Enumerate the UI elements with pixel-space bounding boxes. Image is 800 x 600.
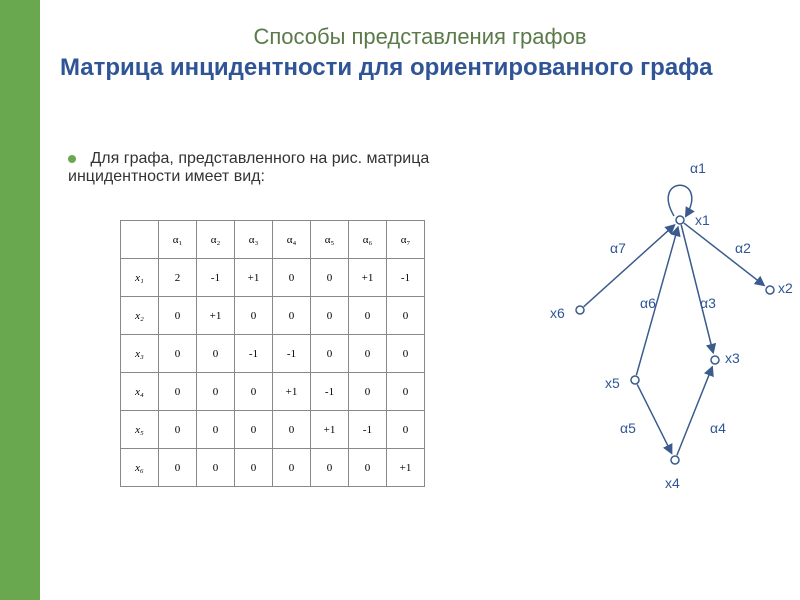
supertitle: Способы представления графов [60,24,780,50]
edge-a5 [637,384,671,452]
row-label: x₂ [121,297,159,335]
cell: 0 [273,297,311,335]
cell: 0 [349,449,387,487]
node-x3 [711,356,719,364]
graph-label: α6 [640,295,656,311]
cell: 0 [349,373,387,411]
cell: 0 [387,373,425,411]
edge-a4 [677,367,712,455]
table-row: x₂ 0 +1 0 0 0 0 0 [121,297,425,335]
cell: 0 [387,411,425,449]
graph-label: α1 [690,160,706,176]
col-label: α₁ [159,221,197,259]
cell: 0 [235,373,273,411]
cell: +1 [349,259,387,297]
table-row: x₄ 0 0 0 +1 -1 0 0 [121,373,425,411]
cell: 2 [159,259,197,297]
cell: 0 [311,449,349,487]
left-accent-bar [0,0,40,600]
cell: +1 [387,449,425,487]
row-label: x₄ [121,373,159,411]
table-row: x₅ 0 0 0 0 +1 -1 0 [121,411,425,449]
cell: -1 [311,373,349,411]
graph-label: x4 [665,475,680,491]
cell: 0 [159,373,197,411]
col-label: α₆ [349,221,387,259]
title: Матрица инцидентности для ориентированно… [60,54,780,83]
bullet: Для графа, представленного на рис. матри… [68,150,528,186]
node-x6 [576,306,584,314]
cell: 0 [311,297,349,335]
row-label: x₆ [121,449,159,487]
row-label: x₃ [121,335,159,373]
cell: 0 [273,259,311,297]
graph-svg [530,150,800,510]
graph-label: α2 [735,240,751,256]
node-x5 [631,376,639,384]
node-x4 [671,456,679,464]
graph-label: x3 [725,350,740,366]
graph-label: x5 [605,375,620,391]
col-label: α₅ [311,221,349,259]
node-x1 [676,216,684,224]
graph-label: α7 [610,240,626,256]
cell: 0 [159,297,197,335]
cell: 0 [159,411,197,449]
graph-label: x6 [550,305,565,321]
cell: +1 [311,411,349,449]
cell: 0 [235,297,273,335]
cell: 0 [273,449,311,487]
matrix-corner [121,221,159,259]
row-label: x₅ [121,411,159,449]
node-x2 [766,286,774,294]
cell: +1 [235,259,273,297]
cell: 0 [159,449,197,487]
graph-label: α4 [710,420,726,436]
graph-label: α5 [620,420,636,436]
header: Способы представления графов Матрица инц… [60,24,780,83]
cell: -1 [235,335,273,373]
cell: 0 [349,297,387,335]
col-label: α₇ [387,221,425,259]
directed-graph: α1 x1 α7 α2 x2 x6 α6 α3 x3 x5 α5 α4 x4 [530,150,790,510]
cell: 0 [387,297,425,335]
graph-label: x2 [778,280,793,296]
cell: -1 [387,259,425,297]
cell: 0 [197,449,235,487]
row-label: x₁ [121,259,159,297]
cell: -1 [197,259,235,297]
col-label: α₃ [235,221,273,259]
table-row: x₃ 0 0 -1 -1 0 0 0 [121,335,425,373]
cell: 0 [197,411,235,449]
edge-a7 [584,225,674,306]
edge-a1 [668,185,692,216]
cell: 0 [311,259,349,297]
edge-a2 [684,223,764,285]
cell: +1 [197,297,235,335]
cell: 0 [349,335,387,373]
cell: -1 [349,411,387,449]
incidence-matrix: α₁ α₂ α₃ α₄ α₅ α₆ α₇ x₁ 2 -1 +1 0 0 +1 -… [120,220,425,487]
cell: 0 [273,411,311,449]
col-label: α₂ [197,221,235,259]
matrix-header-row: α₁ α₂ α₃ α₄ α₅ α₆ α₇ [121,221,425,259]
col-label: α₄ [273,221,311,259]
cell: 0 [159,335,197,373]
cell: 0 [235,411,273,449]
cell: 0 [197,335,235,373]
cell: 0 [235,449,273,487]
table-row: x₁ 2 -1 +1 0 0 +1 -1 [121,259,425,297]
cell: +1 [273,373,311,411]
table-row: x₆ 0 0 0 0 0 0 +1 [121,449,425,487]
bullet-text: Для графа, представленного на рис. матри… [68,150,429,185]
cell: -1 [273,335,311,373]
bullet-dot-icon [68,155,76,163]
cell: 0 [311,335,349,373]
graph-label: α3 [700,295,716,311]
cell: 0 [197,373,235,411]
graph-label: x1 [695,212,710,228]
cell: 0 [387,335,425,373]
edge-a3 [681,225,713,352]
